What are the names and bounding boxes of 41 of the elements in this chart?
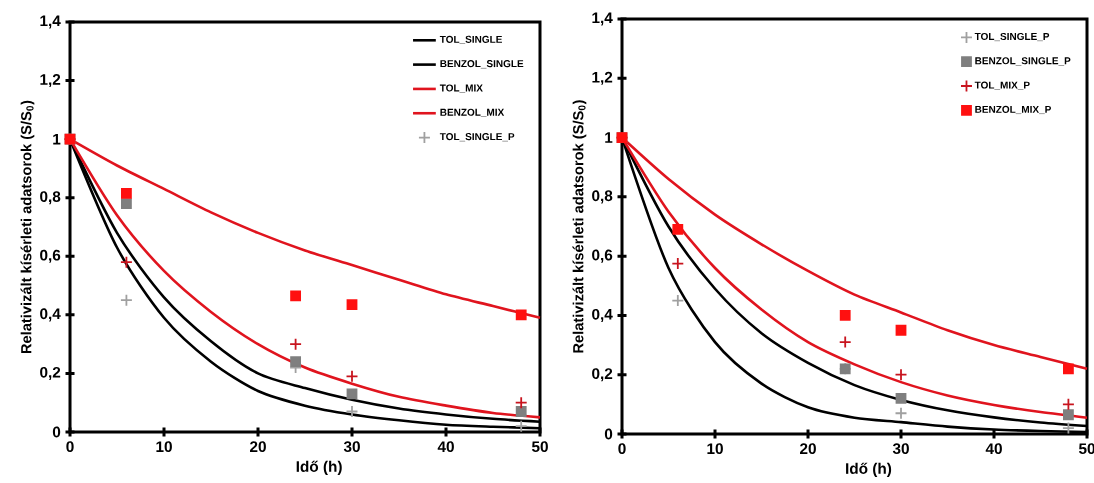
legend-label: BENZOL_SINGLE_P bbox=[975, 57, 1071, 66]
y-tick-label: 1,2 bbox=[592, 71, 613, 85]
y-axis-title: Relativizált kísérleti adatsorok (S/S$_{0}$) bbox=[572, 100, 587, 353]
x-tick-label: 20 bbox=[800, 443, 816, 455]
legend-label: TOL_SINGLE_P bbox=[974, 32, 1050, 42]
y-tick-label: 1 bbox=[53, 133, 61, 145]
y-tick-label: 0,6 bbox=[592, 249, 613, 263]
x-tick-label: 0 bbox=[618, 443, 626, 455]
legend-label: TOL_SINGLE_P bbox=[439, 133, 515, 142]
x-tick-label: 30 bbox=[892, 443, 909, 455]
x-tick-label: 50 bbox=[531, 441, 548, 453]
y-tick-label: 0,4 bbox=[40, 308, 61, 322]
x-tick-label: 0 bbox=[66, 441, 74, 453]
x-tick-label: 30 bbox=[343, 441, 360, 453]
y-tick-label: 1,4 bbox=[592, 12, 613, 26]
y-axis-title: Relativizált kísérleti adatsorok (S/S$_{0}$) bbox=[20, 100, 35, 354]
y-tick-label: 0,2 bbox=[592, 368, 613, 382]
y-tick-label: 0,6 bbox=[40, 249, 61, 263]
y-tick-label: 0 bbox=[604, 428, 613, 440]
x-axis-title: Idő (h) bbox=[296, 460, 342, 475]
x-tick-label: 40 bbox=[985, 443, 1002, 455]
x-tick-label: 10 bbox=[156, 441, 172, 453]
legend-label: TOL_SINGLE bbox=[439, 35, 502, 44]
legend-label: BENZOL_MIX bbox=[440, 108, 505, 117]
y-tick-label: 0,2 bbox=[40, 366, 61, 380]
y-tick-label: 1,2 bbox=[40, 74, 61, 88]
x-tick-label: 20 bbox=[250, 441, 266, 453]
x-tick-label: 10 bbox=[707, 443, 723, 455]
legend-label: TOL_MIX_P bbox=[974, 81, 1030, 90]
legend-label: BENZOL_SINGLE bbox=[440, 60, 524, 69]
x-tick-label: 50 bbox=[1078, 443, 1094, 455]
y-tick-label: 1,4 bbox=[40, 15, 61, 29]
y-tick-label: 0,8 bbox=[40, 191, 61, 205]
y-tick-label: 0 bbox=[52, 426, 61, 438]
y-tick-label: 0,4 bbox=[592, 308, 613, 322]
x-tick-label: 40 bbox=[437, 441, 454, 453]
y-tick-label: 1 bbox=[605, 132, 613, 143]
y-tick-label: 0,8 bbox=[592, 190, 613, 204]
legend-label: BENZOL_MIX_P bbox=[975, 105, 1051, 115]
x-axis-title: Idő (h) bbox=[846, 462, 892, 477]
legend-label: TOL_MIX bbox=[439, 84, 483, 93]
